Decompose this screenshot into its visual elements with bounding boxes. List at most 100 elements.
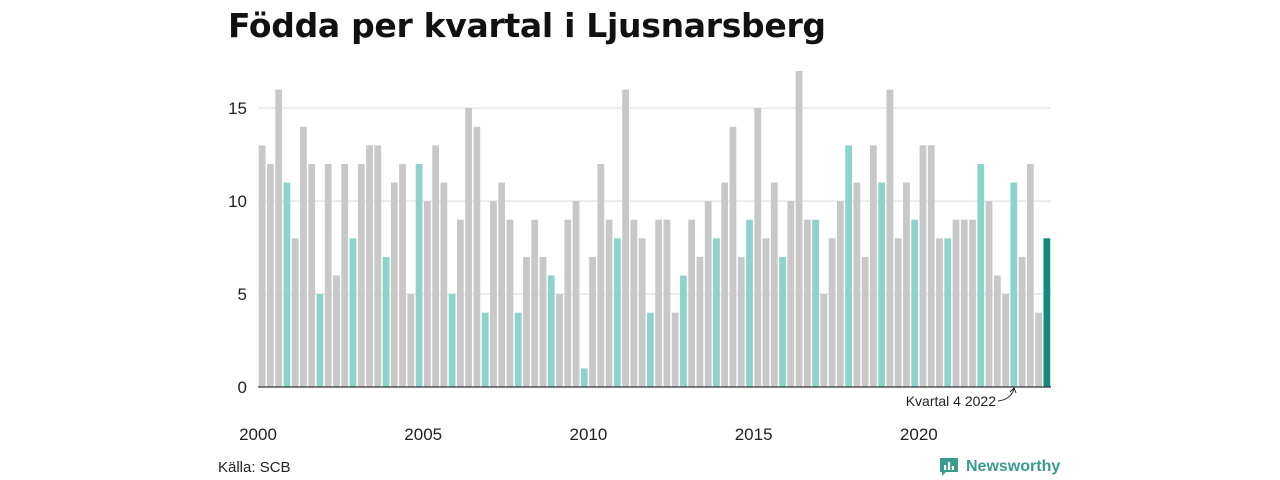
bar bbox=[456, 219, 464, 387]
bar bbox=[514, 312, 522, 387]
bar bbox=[423, 201, 431, 387]
bar bbox=[523, 256, 530, 387]
bar bbox=[663, 219, 671, 387]
bar bbox=[316, 294, 324, 387]
bar bbox=[556, 294, 563, 387]
bar bbox=[258, 145, 266, 387]
bar bbox=[812, 219, 819, 387]
bar bbox=[977, 163, 985, 387]
bar bbox=[903, 182, 910, 387]
bar bbox=[927, 145, 935, 387]
bar bbox=[539, 256, 547, 387]
bar bbox=[506, 219, 514, 387]
bar bbox=[704, 201, 712, 387]
bar bbox=[630, 219, 638, 387]
bar bbox=[795, 71, 803, 387]
bar bbox=[448, 294, 456, 387]
bar bbox=[878, 182, 886, 387]
bar bbox=[886, 89, 894, 388]
bar bbox=[729, 126, 737, 387]
newsworthy-logo-icon bbox=[940, 458, 958, 476]
bar bbox=[985, 201, 993, 387]
bar bbox=[622, 89, 629, 388]
bar bbox=[944, 238, 952, 387]
bar bbox=[919, 145, 927, 387]
bar bbox=[828, 238, 836, 387]
y-tick-label: 5 bbox=[238, 285, 247, 304]
x-axis-ticks: 2000 2005 2010 2015 2020 bbox=[239, 425, 938, 444]
bar bbox=[713, 238, 720, 387]
bar bbox=[440, 182, 448, 387]
bar bbox=[646, 312, 654, 387]
bar bbox=[605, 219, 613, 387]
bar bbox=[952, 219, 960, 387]
grid-lines bbox=[258, 107, 1051, 295]
bar bbox=[564, 219, 572, 387]
source-note: Källa: SCB bbox=[218, 459, 291, 476]
bar bbox=[324, 163, 332, 387]
bar bbox=[762, 238, 770, 387]
bar bbox=[870, 145, 877, 387]
x-tick-label: 2000 bbox=[239, 425, 277, 444]
bar bbox=[349, 238, 357, 387]
x-tick-label: 2015 bbox=[735, 425, 773, 444]
bar bbox=[696, 256, 704, 387]
bar bbox=[1043, 238, 1051, 387]
bar bbox=[490, 201, 497, 387]
y-axis-ticks: 0 5 10 15 bbox=[228, 99, 247, 397]
bar bbox=[382, 256, 390, 387]
bar bbox=[787, 201, 795, 387]
y-tick-label: 0 bbox=[238, 378, 247, 397]
bar bbox=[936, 238, 943, 387]
annotation-arrow bbox=[997, 387, 1017, 402]
bar bbox=[415, 163, 423, 387]
bar bbox=[845, 145, 853, 387]
annotation-label: Kvartal 4 2022 bbox=[906, 393, 996, 409]
bar bbox=[498, 182, 506, 387]
bar bbox=[432, 145, 439, 387]
bar bbox=[1018, 256, 1026, 387]
bar bbox=[671, 312, 679, 387]
x-tick-label: 2005 bbox=[404, 425, 442, 444]
bar bbox=[770, 182, 778, 387]
brand-logo[interactable]: Newsworthy bbox=[938, 456, 1060, 478]
bar bbox=[1026, 163, 1034, 387]
bar bbox=[969, 219, 976, 387]
bar bbox=[531, 219, 539, 387]
bar bbox=[638, 238, 646, 387]
bar bbox=[333, 275, 340, 387]
bar bbox=[267, 163, 274, 387]
bar bbox=[597, 163, 605, 387]
bar bbox=[473, 126, 481, 387]
bar bbox=[547, 275, 555, 387]
bar bbox=[366, 145, 373, 387]
bar bbox=[465, 108, 473, 388]
y-tick-label: 10 bbox=[228, 192, 247, 211]
bar bbox=[357, 163, 365, 387]
bar bbox=[275, 89, 283, 388]
bar bbox=[754, 108, 762, 388]
bar bbox=[721, 182, 729, 387]
bar bbox=[283, 182, 291, 387]
bars bbox=[258, 71, 1051, 388]
bar bbox=[1035, 312, 1042, 387]
bar bbox=[572, 201, 580, 387]
bar bbox=[746, 219, 753, 387]
bar bbox=[580, 368, 588, 387]
bar bbox=[308, 163, 316, 387]
x-tick-label: 2020 bbox=[900, 425, 938, 444]
y-tick-label: 15 bbox=[228, 99, 247, 118]
bar bbox=[993, 275, 1001, 387]
bar bbox=[894, 238, 902, 387]
bar bbox=[300, 126, 307, 387]
bar bbox=[853, 182, 861, 387]
bar bbox=[1002, 294, 1009, 387]
bar bbox=[911, 219, 919, 387]
bar bbox=[861, 256, 869, 387]
bar bbox=[655, 219, 663, 387]
x-tick-label: 2010 bbox=[570, 425, 608, 444]
bar bbox=[341, 163, 349, 387]
bar bbox=[836, 201, 844, 387]
bar bbox=[613, 238, 621, 387]
